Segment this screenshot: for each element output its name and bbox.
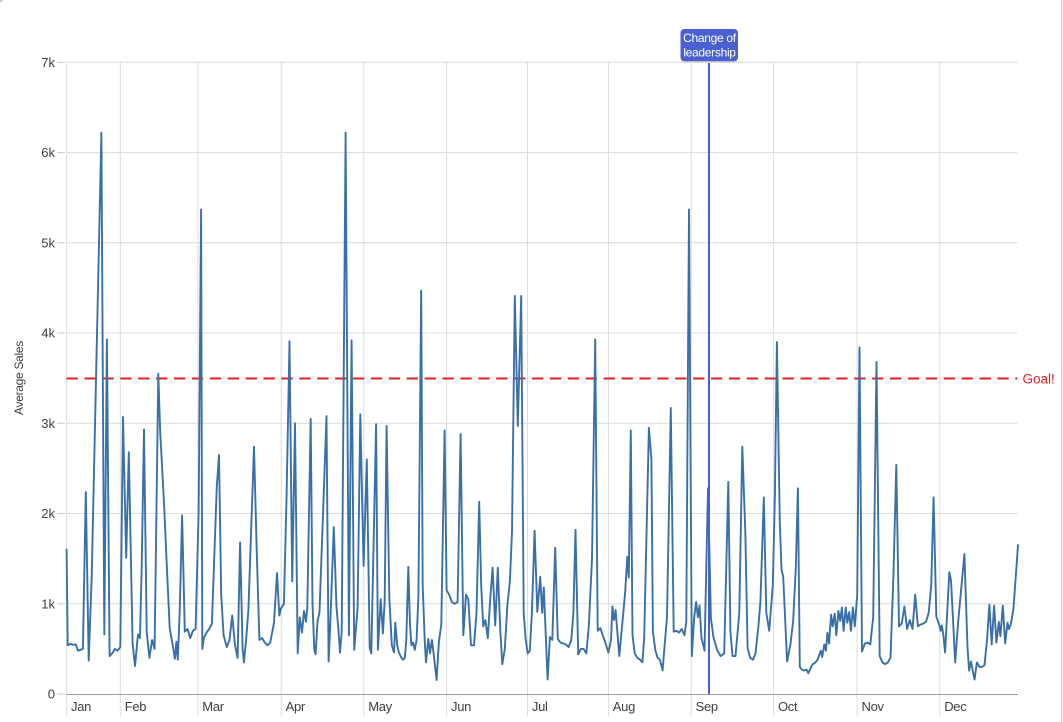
svg-text:Dec: Dec bbox=[944, 699, 967, 714]
svg-text:May: May bbox=[368, 699, 392, 714]
svg-text:0: 0 bbox=[48, 687, 55, 702]
svg-text:Sep: Sep bbox=[696, 699, 718, 714]
svg-text:7k: 7k bbox=[41, 55, 55, 70]
svg-text:Aug: Aug bbox=[613, 699, 635, 714]
svg-text:Feb: Feb bbox=[125, 699, 147, 714]
svg-text:Goal!: Goal! bbox=[1023, 371, 1055, 386]
svg-text:leadership: leadership bbox=[683, 45, 736, 59]
svg-text:3k: 3k bbox=[41, 416, 55, 431]
svg-text:Jun: Jun bbox=[451, 699, 471, 714]
svg-text:Mar: Mar bbox=[202, 699, 224, 714]
svg-text:4k: 4k bbox=[41, 326, 55, 341]
svg-text:Average Sales: Average Sales bbox=[12, 341, 26, 415]
svg-text:Jan: Jan bbox=[71, 699, 91, 714]
svg-text:Apr: Apr bbox=[286, 699, 306, 714]
svg-text:5k: 5k bbox=[41, 235, 55, 250]
svg-text:Jul: Jul bbox=[532, 699, 548, 714]
svg-text:2k: 2k bbox=[41, 506, 55, 521]
svg-text:6k: 6k bbox=[41, 145, 55, 160]
svg-text:Change of: Change of bbox=[683, 31, 737, 45]
svg-text:1k: 1k bbox=[41, 596, 55, 611]
svg-text:Nov: Nov bbox=[862, 699, 885, 714]
svg-text:Oct: Oct bbox=[778, 699, 798, 714]
